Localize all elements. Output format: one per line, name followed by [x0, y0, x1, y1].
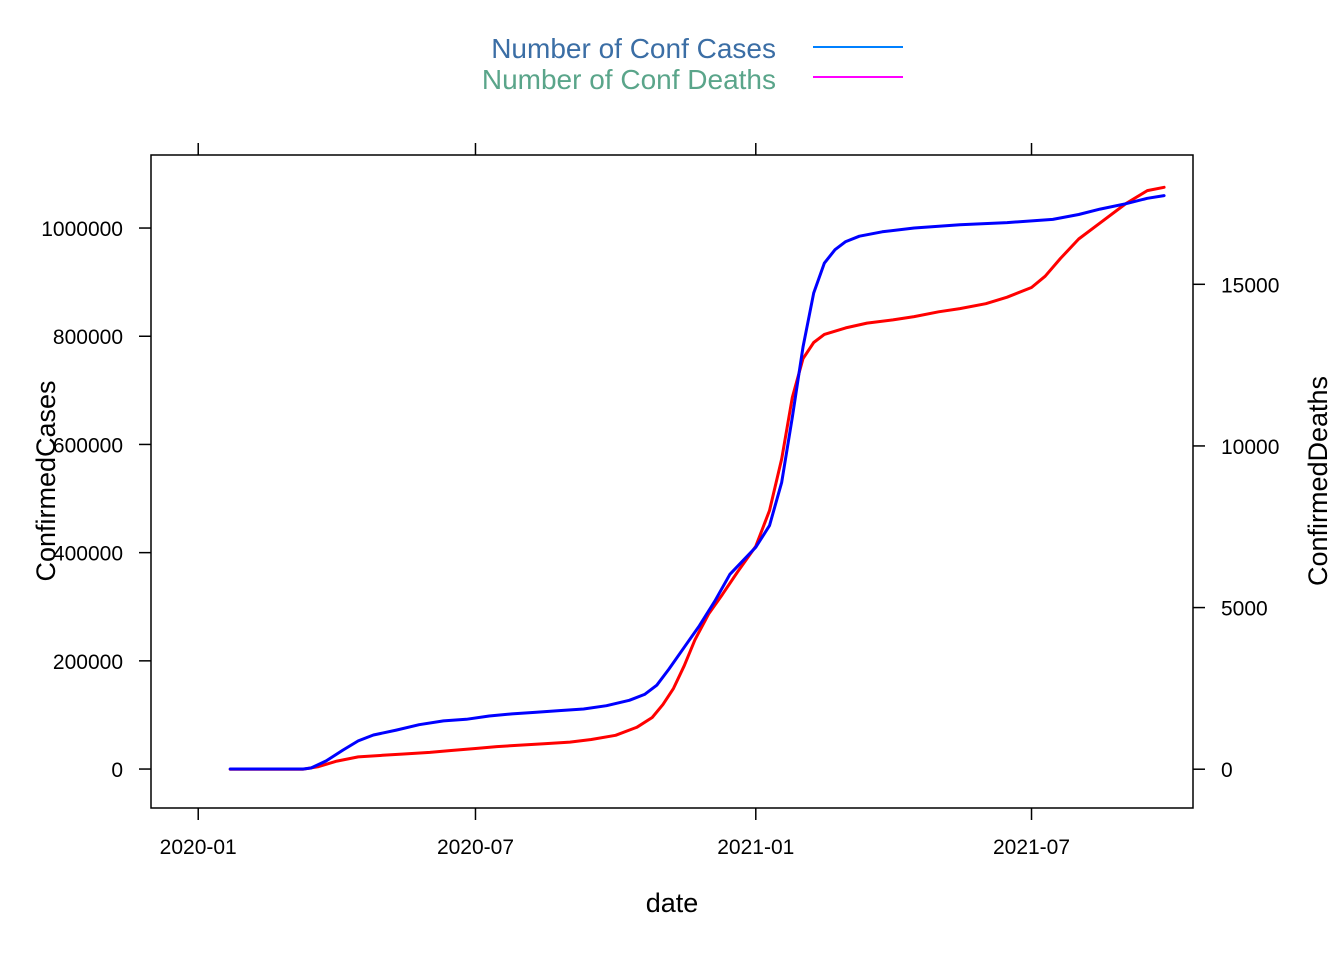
y-left-tick-label-0: 0: [111, 759, 123, 782]
x-tick-label-2: 2021-01: [717, 836, 794, 859]
series-layer: [228, 185, 1166, 771]
x-axis-title: date: [646, 888, 699, 918]
legend-label-cases: Number of Conf Cases: [491, 33, 776, 64]
y-left-tick-label-3: 600000: [53, 434, 123, 457]
y-left-tick-label-2: 400000: [53, 543, 123, 566]
y-axis-left-title: ConfirmedCases: [31, 380, 61, 581]
y-right-tick-label-1: 5000: [1221, 598, 1268, 621]
x-tick-label-1: 2020-07: [437, 836, 514, 859]
legend: Number of Conf Cases Number of Conf Deat…: [482, 33, 903, 95]
plot-frame: [150, 154, 1194, 809]
x-axis: 2020-01 2020-07 2021-01 2021-07: [160, 143, 1070, 859]
x-tick-label-3: 2021-07: [993, 836, 1070, 859]
series-line-confirmedcases: [228, 194, 1166, 771]
legend-label-deaths: Number of Conf Deaths: [482, 64, 776, 95]
series-line-confirmeddeaths: [228, 185, 1166, 771]
y-right-tick-label-3: 15000: [1221, 274, 1279, 297]
y-axis-left: 0 200000 400000 600000 800000 1000000: [41, 218, 151, 782]
x-tick-label-0: 2020-01: [160, 836, 237, 859]
y-left-tick-label-5: 1000000: [41, 218, 123, 241]
y-axis-right: 0 5000 10000 15000: [1193, 274, 1279, 782]
y-axis-right-title: ConfirmedDeaths: [1303, 376, 1333, 586]
y-left-tick-label-4: 800000: [53, 326, 123, 349]
y-left-tick-label-1: 200000: [53, 651, 123, 674]
y-right-tick-label-2: 10000: [1221, 436, 1279, 459]
y-right-tick-label-0: 0: [1221, 759, 1233, 782]
